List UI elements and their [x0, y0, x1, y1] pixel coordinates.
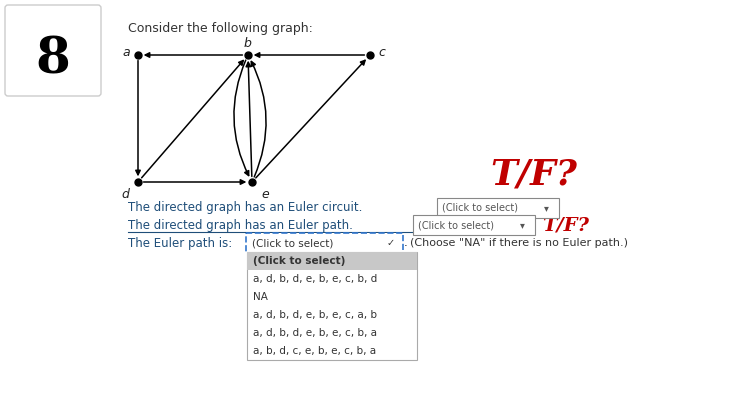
Text: T/F?: T/F? [542, 216, 589, 234]
Bar [247, 252, 417, 270]
FancyArrowPatch shape [256, 60, 365, 178]
FancyArrowPatch shape [252, 62, 266, 177]
FancyArrowPatch shape [255, 53, 365, 57]
Text: $\mathit{b}$: $\mathit{b}$ [244, 36, 252, 50]
Text: ▾: ▾ [544, 203, 548, 213]
FancyBboxPatch shape [5, 5, 101, 96]
FancyArrowPatch shape [136, 61, 140, 175]
Text: a, d, b, d, e, b, e, c, a, b: a, d, b, d, e, b, e, c, a, b [253, 310, 377, 320]
Text: a, b, d, c, e, b, e, c, b, a: a, b, d, c, e, b, e, c, b, a [253, 346, 376, 356]
Text: (Click to select): (Click to select) [442, 203, 518, 213]
Text: (Click to select): (Click to select) [253, 256, 345, 266]
Text: (Choose "NA" if there is no Euler path.): (Choose "NA" if there is no Euler path.) [410, 238, 628, 248]
Text: a, d, b, d, e, b, e, c, b, d: a, d, b, d, e, b, e, c, b, d [253, 274, 377, 284]
Text: .: . [404, 237, 408, 249]
FancyArrowPatch shape [246, 62, 252, 177]
FancyBboxPatch shape [437, 198, 559, 218]
Text: $\mathit{c}$: $\mathit{c}$ [378, 47, 387, 60]
Text: ▾: ▾ [520, 220, 525, 230]
Text: The directed graph has an Euler path.: The directed graph has an Euler path. [128, 219, 353, 232]
Text: ✓: ✓ [387, 238, 395, 248]
Text: The directed graph has an Euler circuit.: The directed graph has an Euler circuit. [128, 202, 362, 215]
Text: 8: 8 [35, 36, 70, 85]
FancyBboxPatch shape [246, 233, 403, 253]
Text: $\mathit{d}$: $\mathit{d}$ [121, 187, 131, 201]
FancyArrowPatch shape [145, 53, 243, 57]
Text: The Euler path is:: The Euler path is: [128, 237, 232, 249]
Text: (Click to select): (Click to select) [418, 220, 494, 230]
Text: a, d, b, d, e, b, e, c, b, a: a, d, b, d, e, b, e, c, b, a [253, 328, 377, 338]
FancyArrowPatch shape [234, 60, 249, 175]
Text: Consider the following graph:: Consider the following graph: [128, 22, 313, 35]
Text: T/F?: T/F? [490, 158, 577, 192]
FancyBboxPatch shape [413, 215, 535, 235]
FancyArrowPatch shape [142, 60, 244, 178]
FancyArrowPatch shape [144, 180, 245, 184]
Text: $\mathit{a}$: $\mathit{a}$ [122, 47, 131, 60]
Text: (Click to select): (Click to select) [252, 238, 334, 248]
Text: $\mathit{e}$: $\mathit{e}$ [261, 188, 271, 200]
Text: NA: NA [253, 292, 268, 302]
Bar [247, 252, 417, 360]
